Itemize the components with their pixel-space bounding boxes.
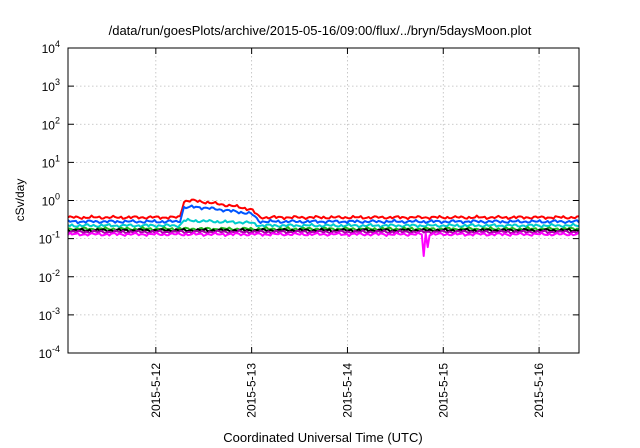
grid [68,48,579,353]
x-tick-label: 2015-5-13 [245,363,259,418]
y-axis: 10-4 10-3 10-2 10-1 100 101 102 103 104 [39,39,579,361]
x-axis: 2015-5-12 2015-5-13 2015-5-14 2015-5-15 2015… [149,48,546,418]
y-tick-label: 103 [42,77,60,94]
series-line [67,217,580,229]
series-group [67,198,580,257]
x-tick-label: 2015-5-14 [340,363,354,418]
x-tick-label: 2015-5-12 [149,363,163,418]
y-tick-label: 10-1 [39,230,60,247]
y-tick-label: 104 [42,39,60,56]
y-tick-label: 101 [42,153,60,170]
y-tick-label: 100 [42,192,60,209]
series-line [67,231,580,257]
y-tick-label: 10-2 [39,268,60,285]
y-tick-label: 10-4 [39,344,60,361]
y-tick-label: 102 [42,115,60,132]
series-line [67,198,580,221]
x-axis-label: Coordinated Universal Time (UTC) [223,430,422,445]
y-axis-label: cSv/day [13,179,27,222]
series-line [67,229,580,235]
y-tick-label: 10-3 [39,306,60,323]
chart-title: /data/run/goesPlots/archive/2015-05-16/0… [109,23,532,38]
x-tick-label: 2015-5-16 [532,363,546,418]
x-tick-label: 2015-5-15 [436,363,450,418]
series-line [67,204,580,225]
